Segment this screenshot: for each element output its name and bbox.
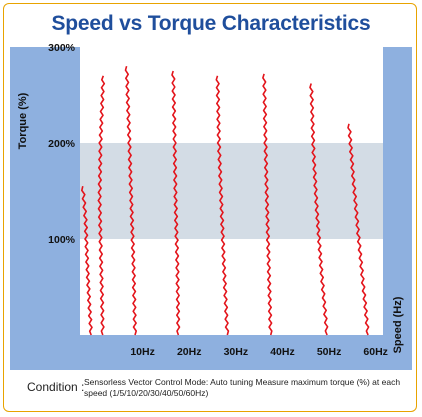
torque-curve-8 <box>347 123 370 336</box>
chart-title: Speed vs Torque Characteristics <box>51 12 371 35</box>
torque-curve-6 <box>262 73 273 336</box>
torque-curve-1 <box>81 186 93 336</box>
torque-curve-2 <box>97 75 106 336</box>
y-axis-label: Torque (%) <box>17 92 29 149</box>
x-tick-label: 50Hz <box>317 346 342 358</box>
torque-curve-5 <box>215 75 230 336</box>
y-tick-label: 200% <box>48 138 76 150</box>
x-tick-label: 40Hz <box>270 346 295 358</box>
torque-band-100-200 <box>80 143 383 239</box>
torque-curve-7 <box>309 83 329 336</box>
y-tick-label: 300% <box>48 42 76 54</box>
x-tick-label: 20Hz <box>177 346 202 358</box>
x-tick-label: 60Hz <box>363 346 388 358</box>
y-tick-label: 100% <box>48 234 76 246</box>
torque-curve-3 <box>124 65 137 336</box>
x-tick-label: 30Hz <box>224 346 249 358</box>
condition-label: Condition : <box>27 380 85 394</box>
torque-curve-4 <box>171 70 181 336</box>
condition-text: Sensorless Vector Control Mode: Auto tun… <box>84 377 401 398</box>
x-tick-label: 10Hz <box>130 346 155 358</box>
x-axis-label: Speed (Hz) <box>392 296 404 353</box>
